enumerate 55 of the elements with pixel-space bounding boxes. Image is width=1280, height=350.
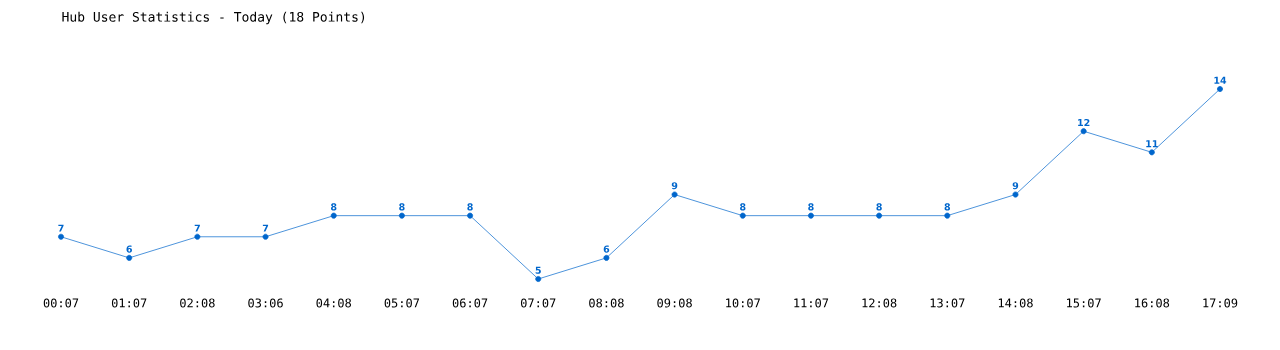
data-label: 8 (399, 203, 405, 211)
x-tick-label: 15:07 (1067, 298, 1101, 308)
x-tick-label: 03:06 (248, 298, 283, 308)
data-label: 6 (603, 245, 610, 253)
x-tick-label: 05:07 (384, 298, 420, 308)
x-tick-label: 11:07 (794, 298, 829, 308)
data-label: 7 (194, 224, 200, 232)
point (535, 276, 542, 282)
point (58, 233, 64, 240)
point (467, 212, 474, 219)
point (398, 212, 405, 219)
x-tick-label: 02:08 (180, 298, 215, 308)
x-tick-label: 00:07 (43, 298, 79, 308)
point (739, 212, 746, 219)
point (262, 233, 269, 240)
x-tick-label: 13:07 (930, 298, 965, 308)
point (194, 233, 201, 240)
x-tick-label: 10:07 (726, 298, 760, 308)
data-label: 14 (1214, 76, 1227, 84)
x-tick-label: 08:08 (589, 298, 624, 308)
x-tick-label: 17:09 (1203, 298, 1238, 308)
x-tick-label: 07:07 (520, 298, 556, 308)
x-tick-label: 01:07 (111, 298, 147, 308)
data-label: 8 (876, 203, 882, 211)
x-tick-label: 09:08 (657, 298, 692, 308)
chart-title: Hub User Statistics - Today (18 Points) (62, 11, 365, 25)
point (1080, 128, 1087, 135)
data-label: 5 (535, 266, 541, 274)
data-label: 6 (126, 245, 132, 253)
x-tick-label: 12:08 (862, 298, 897, 308)
data-label: 8 (740, 203, 746, 211)
point (603, 254, 610, 261)
point (876, 212, 883, 219)
point (807, 212, 814, 219)
data-label: 9 (1012, 182, 1019, 190)
data-label: 9 (671, 182, 678, 190)
point (126, 254, 133, 261)
point (1012, 191, 1019, 198)
data-label: 12 (1078, 118, 1090, 127)
data-label: 8 (467, 203, 473, 211)
x-tick-label: 14:08 (998, 298, 1033, 308)
data-label: 7 (58, 224, 64, 232)
point (671, 191, 678, 198)
data-label: 11 (1146, 140, 1158, 148)
data-label: 8 (808, 203, 814, 211)
x-tick-label: 06:07 (452, 298, 488, 308)
point (944, 212, 951, 219)
x-tick-label: 04:08 (316, 298, 352, 308)
data-label: 8 (944, 203, 951, 211)
point (330, 212, 337, 219)
point (1148, 149, 1155, 156)
data-label: 7 (262, 224, 269, 232)
x-tick-label: 16:08 (1135, 298, 1170, 308)
data-label: 8 (331, 203, 337, 211)
point (1217, 86, 1223, 92)
